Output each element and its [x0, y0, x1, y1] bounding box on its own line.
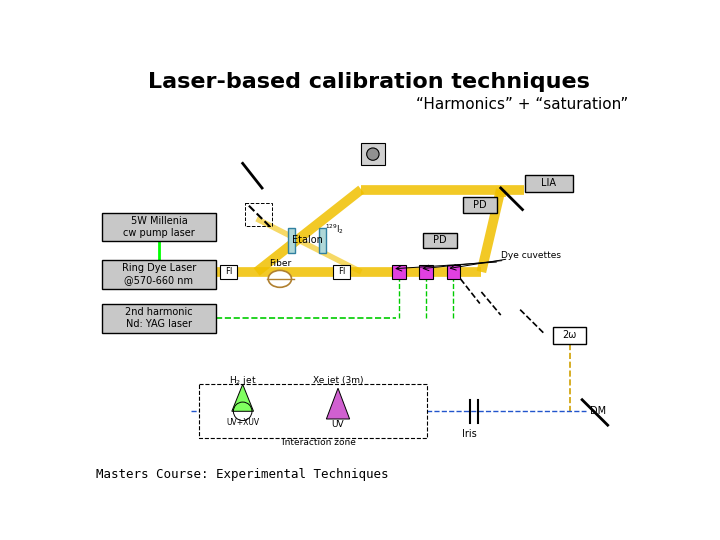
Bar [423, 233, 457, 248]
Bar [102, 260, 216, 289]
Text: Xe jet (3m): Xe jet (3m) [312, 376, 364, 385]
Bar [287, 228, 295, 253]
Text: PD: PD [433, 235, 447, 245]
Polygon shape [232, 384, 253, 411]
Text: Ring Dye Laser
@570-660 nm: Ring Dye Laser @570-660 nm [122, 264, 196, 285]
Bar [245, 204, 272, 226]
Text: Masters Course: Experimental Techniques: Masters Course: Experimental Techniques [96, 468, 389, 481]
Text: 2nd harmonic
Nd: YAG laser: 2nd harmonic Nd: YAG laser [125, 307, 193, 329]
Bar [525, 175, 573, 192]
Bar [419, 265, 433, 279]
Text: “Harmonics” + “saturation”: “Harmonics” + “saturation” [416, 97, 629, 112]
Bar [102, 303, 216, 333]
Text: FI: FI [338, 267, 346, 276]
Text: Etalon: Etalon [292, 235, 323, 245]
Bar [220, 265, 238, 279]
Bar [319, 228, 326, 253]
Text: FI: FI [225, 267, 233, 276]
Text: $^{129}$I$_2$: $^{129}$I$_2$ [325, 222, 343, 236]
Bar [446, 265, 461, 279]
Text: LIA: LIA [541, 178, 557, 188]
Text: H$_2$ jet: H$_2$ jet [229, 374, 256, 387]
Text: Iris: Iris [462, 429, 477, 440]
Text: 5W Millenia
cw pump laser: 5W Millenia cw pump laser [123, 217, 195, 238]
Circle shape [366, 148, 379, 160]
Bar [463, 197, 497, 213]
Text: Laser-based calibration techniques: Laser-based calibration techniques [148, 72, 590, 92]
Bar [554, 327, 586, 343]
Text: 2ω: 2ω [562, 330, 577, 340]
Bar [102, 213, 216, 241]
Polygon shape [326, 388, 350, 419]
Text: Dye cuvettes: Dye cuvettes [500, 251, 561, 260]
Bar [333, 265, 351, 279]
Bar [392, 265, 406, 279]
Bar [199, 384, 427, 438]
Text: Interaction zone: Interaction zone [282, 437, 356, 447]
Text: Fiber: Fiber [269, 259, 291, 268]
Bar [361, 143, 384, 165]
Ellipse shape [269, 271, 292, 287]
Text: UV: UV [332, 420, 344, 429]
Text: DM: DM [590, 406, 606, 416]
Text: PD: PD [473, 200, 487, 210]
Text: UV+XUV: UV+XUV [226, 418, 259, 427]
